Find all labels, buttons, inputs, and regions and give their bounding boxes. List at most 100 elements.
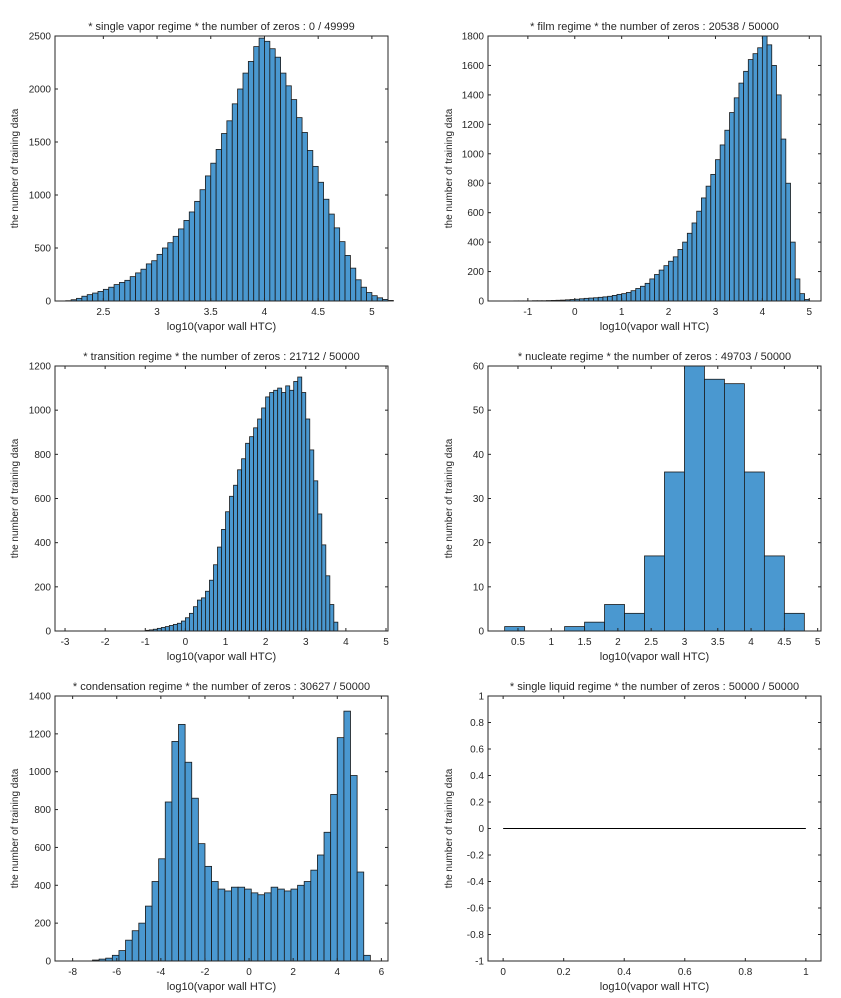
- histogram-bar: [281, 73, 286, 301]
- x-tick-label: 4: [748, 637, 754, 648]
- x-tick-label: 5: [383, 637, 389, 648]
- histogram-bar: [669, 261, 674, 301]
- histogram-bar: [226, 512, 230, 631]
- histogram-bar: [645, 556, 665, 631]
- histogram-bar: [258, 895, 265, 961]
- x-tick-label: 2: [666, 307, 672, 318]
- histogram-bar: [173, 624, 177, 631]
- histogram-bar: [205, 176, 210, 301]
- x-tick-label: 5: [806, 307, 812, 318]
- y-tick-label: 200: [34, 919, 51, 930]
- histogram-bar: [683, 242, 688, 301]
- histogram-bar: [173, 236, 178, 301]
- histogram-bar: [704, 379, 724, 631]
- histogram-bar: [238, 887, 245, 961]
- histogram-bar: [145, 906, 152, 961]
- y-tick-label: 60: [473, 362, 485, 373]
- x-tick-label: 0.2: [557, 967, 571, 978]
- histogram-bar: [246, 443, 250, 631]
- histogram-bar: [345, 255, 350, 301]
- histogram-bar: [340, 242, 345, 301]
- x-tick-label: 0.8: [738, 967, 752, 978]
- y-tick-label: 1000: [29, 767, 52, 778]
- histogram-bar: [169, 625, 173, 631]
- histogram-bar: [622, 294, 627, 301]
- y-tick-label: 200: [34, 582, 51, 593]
- histogram-bar: [744, 472, 764, 631]
- histogram-bar: [776, 95, 781, 301]
- y-tick-label: 400: [34, 881, 51, 892]
- y-axis-label: the number of training data: [10, 438, 21, 558]
- histogram-bar: [82, 296, 87, 301]
- y-axis-label: the number of training data: [10, 768, 21, 888]
- histogram-bar: [225, 891, 232, 961]
- histogram-bar: [673, 257, 678, 301]
- histogram-bar: [724, 384, 744, 631]
- histogram-bar: [274, 390, 278, 631]
- histogram-bar: [334, 622, 338, 631]
- x-tick-label: 2.5: [96, 307, 110, 318]
- histogram-bar: [324, 832, 331, 961]
- histogram-bar: [93, 293, 98, 301]
- y-tick-label: 20: [473, 538, 485, 549]
- histogram-bar: [388, 300, 393, 301]
- histogram-bar: [181, 621, 185, 631]
- x-tick-label: 0: [500, 967, 506, 978]
- histogram-bar: [781, 139, 786, 301]
- histogram-bar: [161, 627, 165, 631]
- histogram-bar: [687, 233, 692, 301]
- histogram-bar: [350, 268, 355, 301]
- histogram-bar: [245, 889, 252, 961]
- histogram-bar: [119, 282, 124, 301]
- x-tick-label: 2: [615, 637, 621, 648]
- histogram-bar: [282, 393, 286, 632]
- x-axis-label: log10(vapor wall HTC): [600, 651, 709, 663]
- y-tick-label: 1800: [462, 32, 485, 43]
- histogram-bar: [227, 121, 232, 301]
- histogram-bar: [216, 149, 221, 301]
- x-tick-label: 3: [713, 307, 719, 318]
- histogram-bar: [258, 419, 262, 631]
- histogram-bar: [324, 199, 329, 301]
- histogram-bar: [172, 741, 179, 961]
- histogram-bar: [297, 118, 302, 301]
- histogram-bar: [251, 893, 258, 961]
- histogram-bar: [317, 855, 324, 961]
- histogram-bar: [720, 145, 725, 301]
- y-tick-label: 1: [478, 692, 484, 703]
- y-tick-label: 600: [34, 494, 51, 505]
- histogram-bar: [725, 130, 730, 301]
- histogram-bar: [608, 296, 613, 301]
- histogram-bar: [217, 547, 221, 631]
- y-tick-label: 1000: [29, 191, 52, 202]
- x-tick-label: 1: [803, 967, 809, 978]
- x-tick-label: 4: [343, 637, 349, 648]
- histogram-bar: [114, 285, 119, 301]
- x-tick-label: 0: [183, 637, 189, 648]
- y-tick-label: 10: [473, 582, 485, 593]
- histogram-bar: [612, 295, 617, 301]
- histogram-bar: [318, 182, 323, 301]
- histogram-bar: [286, 386, 290, 631]
- histogram-bar: [290, 390, 294, 631]
- histogram-bar: [291, 100, 296, 301]
- histogram-bar: [706, 186, 711, 301]
- histogram-bar: [585, 622, 605, 631]
- histogram-bar: [130, 277, 135, 301]
- histogram-bar: [146, 264, 151, 301]
- histogram-bar: [177, 623, 181, 631]
- x-tick-label: -8: [68, 967, 77, 978]
- histogram-bar: [650, 279, 655, 301]
- histogram-bar: [762, 36, 767, 301]
- y-tick-label: 500: [34, 244, 51, 255]
- x-axis-label: log10(vapor wall HTC): [167, 321, 276, 333]
- histogram-bar: [701, 198, 706, 301]
- x-tick-label: 4: [334, 967, 340, 978]
- histogram-bar: [313, 166, 318, 301]
- histogram-bar: [645, 283, 650, 301]
- histogram-bar: [195, 201, 200, 301]
